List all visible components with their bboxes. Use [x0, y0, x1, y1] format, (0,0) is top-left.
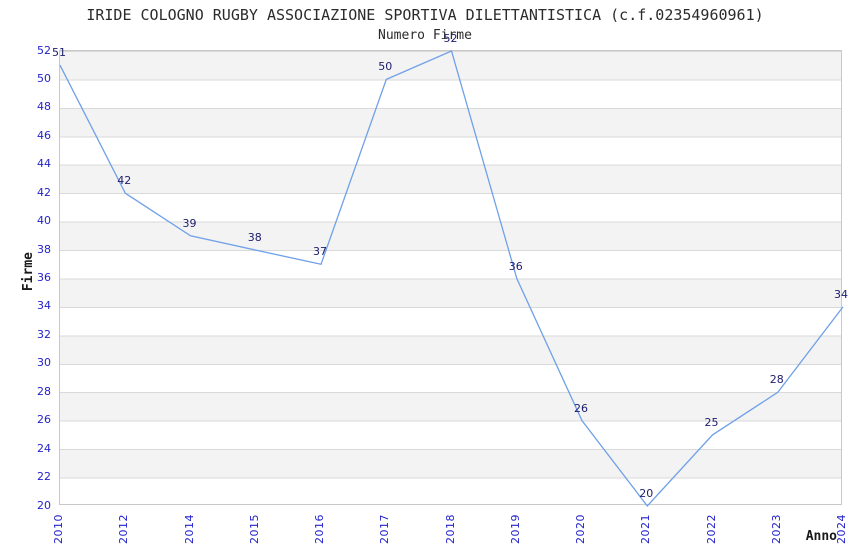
- y-tick-label: 52: [37, 43, 51, 57]
- y-tick-label: 30: [37, 356, 51, 370]
- y-tick-label: 50: [37, 71, 51, 85]
- x-tick-label: 2017: [378, 514, 392, 544]
- value-label: 38: [247, 231, 262, 245]
- x-tick-label: 2015: [247, 514, 261, 544]
- value-label: 39: [182, 216, 197, 230]
- y-tick-label: 48: [37, 100, 51, 114]
- y-tick-label: 38: [37, 242, 51, 256]
- y-tick-label: 24: [37, 441, 51, 455]
- x-axis-title: Anno: [805, 529, 837, 544]
- y-tick-label: 42: [37, 185, 51, 199]
- y-tick-label: 28: [37, 384, 51, 398]
- line-series-svg: [59, 50, 844, 508]
- chart-title: IRIDE COLOGNO RUGBY ASSOCIAZIONE SPORTIV…: [86, 6, 764, 24]
- y-tick-label: 40: [37, 214, 51, 228]
- value-label: 36: [508, 259, 523, 273]
- value-label: 25: [704, 415, 719, 429]
- chart-subtitle: Numero Firme: [378, 28, 472, 43]
- value-label: 37: [313, 245, 327, 259]
- x-tick-label: 2022: [704, 514, 718, 544]
- x-tick-label: 2016: [313, 514, 326, 544]
- y-tick-label: 34: [37, 299, 51, 313]
- x-tick-label: 2018: [443, 514, 457, 544]
- value-label: 20: [639, 487, 654, 500]
- y-tick-label: 26: [37, 413, 51, 427]
- x-tick-label: 2020: [574, 514, 587, 544]
- value-label: 26: [574, 401, 588, 415]
- y-tick-label: 22: [37, 470, 51, 484]
- y-tick-label: 20: [37, 498, 51, 512]
- value-label: 28: [769, 373, 784, 387]
- value-label: 50: [378, 60, 393, 74]
- value-label: 51: [52, 46, 66, 60]
- value-label: 34: [834, 287, 848, 301]
- x-tick-label: 2014: [182, 514, 196, 544]
- y-tick-label: 46: [37, 128, 51, 142]
- y-tick-label: 32: [37, 327, 51, 341]
- line-series: [59, 50, 844, 508]
- x-tick-label: 2023: [769, 514, 783, 544]
- y-tick-label: 36: [37, 271, 51, 284]
- y-tick-label: 44: [37, 157, 51, 171]
- value-label: 52: [443, 32, 458, 45]
- x-tick-label: 2019: [508, 514, 522, 544]
- value-label: 42: [117, 174, 132, 188]
- x-tick-label: 2021: [639, 514, 653, 544]
- x-tick-label: 2012: [117, 514, 131, 544]
- plot-area: [59, 50, 844, 508]
- x-tick-label: 2010: [52, 514, 65, 544]
